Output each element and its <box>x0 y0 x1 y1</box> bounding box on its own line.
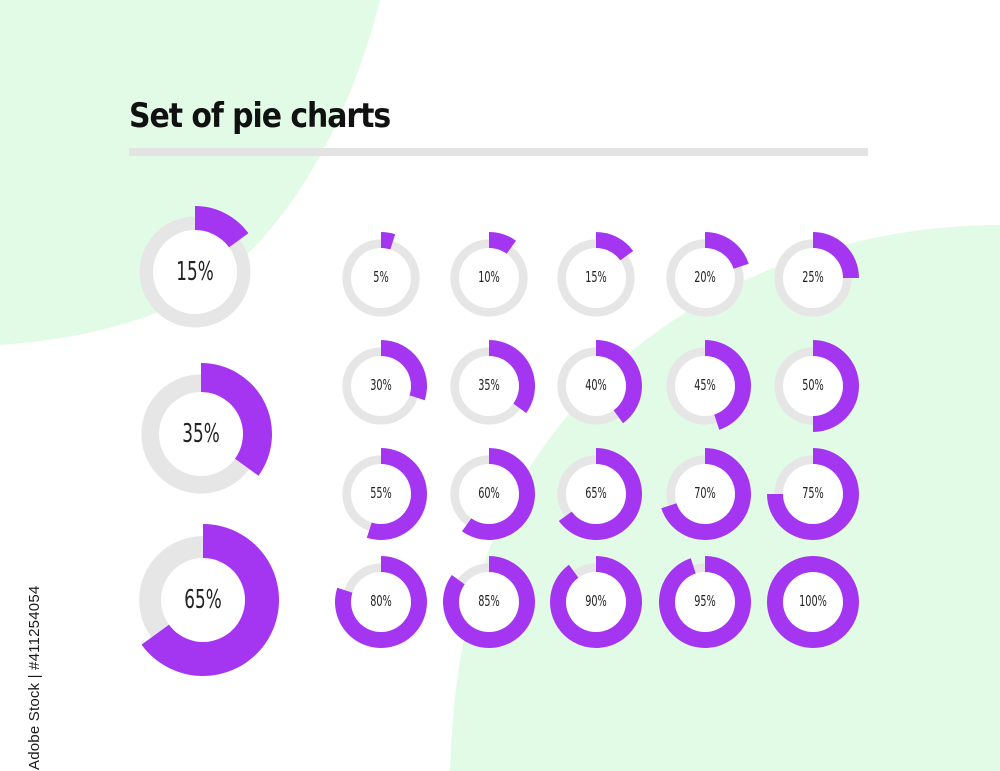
donut-percent-label: 15% <box>585 269 607 286</box>
donut-hole <box>459 572 519 632</box>
donut-chart: 40% <box>557 340 642 425</box>
background-blob-top-left <box>0 0 380 345</box>
donut-chart: 5% <box>342 232 420 317</box>
donut-hole <box>153 230 237 314</box>
donut-hole <box>351 572 411 632</box>
donut-hole <box>566 356 626 416</box>
donut-hole <box>675 464 735 524</box>
donut-percent-label: 90% <box>585 593 607 610</box>
donut-percent-label: 75% <box>802 485 824 502</box>
donut-percent-label: 35% <box>182 419 219 449</box>
donut-chart: 25% <box>774 232 859 317</box>
title-divider <box>129 148 868 156</box>
donut-chart: 15% <box>557 232 635 317</box>
donut-hole <box>459 356 519 416</box>
donut-chart: 55% <box>342 448 428 541</box>
page-title: Set of pie charts <box>129 96 391 136</box>
donut-percent-label: 5% <box>373 269 388 286</box>
donut-hole <box>351 248 411 308</box>
donut-chart: 100% <box>767 556 859 648</box>
donut-chart: 80% <box>335 556 428 648</box>
donut-hole <box>783 248 843 308</box>
donut-percent-label: 30% <box>370 377 392 394</box>
donut-hole <box>675 248 735 308</box>
donut-hole <box>783 464 843 524</box>
donut-chart: 15% <box>139 206 251 328</box>
donut-percent-label: 100% <box>799 593 827 610</box>
donut-chart: 90% <box>550 556 643 648</box>
donut-percent-label: 35% <box>478 377 500 394</box>
donut-chart: 65% <box>139 524 279 676</box>
donut-chart: 50% <box>774 340 859 432</box>
donut-hole <box>161 558 245 642</box>
donut-percent-label: 15% <box>176 257 213 287</box>
donut-percent-label: 25% <box>802 269 824 286</box>
donut-hole <box>159 392 243 476</box>
donut-chart: 75% <box>767 448 859 540</box>
donut-hole <box>566 464 626 524</box>
donut-chart: 30% <box>342 340 427 425</box>
donut-chart: 35% <box>141 363 272 494</box>
donut-hole <box>351 464 411 524</box>
donut-percent-label: 65% <box>585 485 607 502</box>
donut-hole <box>459 464 519 524</box>
donut-hole <box>783 572 843 632</box>
donut-percent-label: 80% <box>370 593 392 610</box>
donut-hole <box>675 356 735 416</box>
donut-hole <box>566 248 626 308</box>
donut-percent-label: 40% <box>585 377 607 394</box>
donut-hole <box>566 572 626 632</box>
donut-percent-label: 10% <box>478 269 500 286</box>
donut-hole <box>351 356 411 416</box>
donut-chart: 35% <box>450 340 535 425</box>
donut-chart: 60% <box>450 448 536 540</box>
donut-chart: 20% <box>666 232 749 317</box>
donut-percent-label: 95% <box>694 593 716 610</box>
donut-percent-label: 60% <box>478 485 500 502</box>
donut-chart: 10% <box>450 232 528 317</box>
donut-chart: 45% <box>666 340 751 430</box>
donut-chart: 85% <box>443 556 536 649</box>
donut-percent-label: 45% <box>694 377 716 394</box>
donut-percent-label: 70% <box>694 485 716 502</box>
donut-percent-label: 85% <box>478 593 500 610</box>
donut-hole <box>459 248 519 308</box>
donut-chart: 70% <box>661 448 752 540</box>
donut-percent-label: 65% <box>184 585 221 615</box>
donut-chart: 65% <box>557 448 643 540</box>
donut-hole <box>675 572 735 632</box>
stock-id-label: Adobe Stock | #411254054 <box>26 585 43 770</box>
donut-percent-label: 50% <box>802 377 824 394</box>
donut-hole <box>783 356 843 416</box>
donut-percent-label: 20% <box>694 269 716 286</box>
donut-chart: 95% <box>659 556 752 649</box>
donut-percent-label: 55% <box>370 485 392 502</box>
